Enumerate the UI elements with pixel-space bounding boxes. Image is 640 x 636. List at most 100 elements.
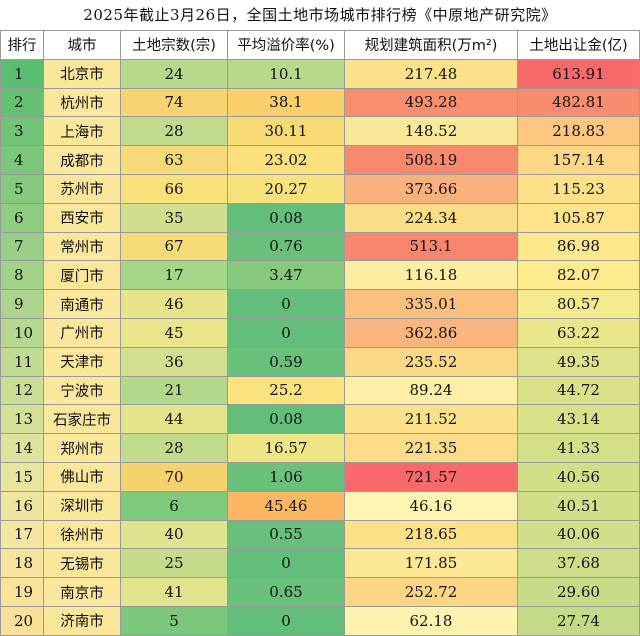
table-row: 18 无锡市 25 0 171.85 37.68 — [0, 548, 640, 579]
planned-area-cell: 217.48 — [344, 58, 518, 89]
land-revenue-cell: 86.98 — [517, 231, 640, 262]
table-row: 5 苏州市 66 20.27 373.66 115.23 — [0, 173, 640, 204]
planned-area-cell: 508.19 — [344, 145, 518, 175]
avg-premium-cell: 25.2 — [227, 375, 345, 406]
table-row: 11 天津市 36 0.59 235.52 49.35 — [0, 346, 640, 377]
city-cell: 南京市 — [43, 577, 121, 607]
rank-cell: 12 — [0, 375, 44, 406]
land-revenue-cell: 157.14 — [517, 145, 640, 175]
table-row: 19 南京市 41 0.65 252.72 29.60 — [0, 577, 640, 607]
avg-premium-cell: 1.06 — [227, 461, 345, 492]
planned-area-cell: 89.24 — [344, 375, 518, 406]
planned-area-cell: 362.86 — [344, 317, 518, 348]
land-revenue-cell: 49.35 — [517, 346, 640, 377]
planned-area-cell: 224.34 — [344, 202, 518, 233]
city-cell: 北京市 — [43, 58, 121, 89]
planned-area-cell: 221.35 — [344, 433, 518, 463]
land-revenue-cell: 27.74 — [517, 605, 640, 636]
planned-area-cell: 493.28 — [344, 87, 518, 118]
header-land-revenue: 土地出让金(亿) — [517, 30, 640, 60]
rank-cell: 11 — [0, 346, 44, 377]
table-row: 6 西安市 35 0.08 224.34 105.87 — [0, 202, 640, 233]
rank-cell: 2 — [0, 87, 44, 118]
land-revenue-cell: 40.56 — [517, 461, 640, 492]
avg-premium-cell: 16.57 — [227, 433, 345, 463]
land-revenue-cell: 613.91 — [517, 58, 640, 89]
avg-premium-cell: 0.08 — [227, 202, 345, 233]
planned-area-cell: 218.65 — [344, 519, 518, 550]
land-revenue-cell: 218.83 — [517, 116, 640, 147]
table-title: 2025年截止3月26日，全国土地市场城市排行榜《中原地产研究院》 — [83, 6, 557, 24]
table-row: 13 石家庄市 44 0.08 211.52 43.14 — [0, 404, 640, 435]
header-land-count: 土地宗数(宗) — [120, 30, 228, 60]
planned-area-cell: 46.16 — [344, 490, 518, 521]
rank-cell: 8 — [0, 260, 44, 291]
land-revenue-cell: 29.60 — [517, 577, 640, 607]
avg-premium-cell: 3.47 — [227, 260, 345, 291]
planned-area-cell: 252.72 — [344, 577, 518, 607]
city-cell: 成都市 — [43, 145, 121, 175]
city-cell: 石家庄市 — [43, 404, 121, 435]
table-body: 1 北京市 24 10.1 217.48 613.91 2 杭州市 74 38.1 493.28 48… — [0, 58, 640, 636]
city-cell: 厦门市 — [43, 260, 121, 291]
table-row: 4 成都市 63 23.02 508.19 157.14 — [0, 145, 640, 175]
land-count-cell: 44 — [120, 404, 228, 435]
table-row: 8 厦门市 17 3.47 116.18 82.07 — [0, 260, 640, 291]
land-revenue-cell: 115.23 — [517, 173, 640, 204]
land-revenue-cell: 44.72 — [517, 375, 640, 406]
city-cell: 苏州市 — [43, 173, 121, 204]
rank-cell: 1 — [0, 58, 44, 89]
table-row: 1 北京市 24 10.1 217.48 613.91 — [0, 58, 640, 89]
table-row: 10 广州市 45 0 362.86 63.22 — [0, 317, 640, 348]
land-count-cell: 70 — [120, 461, 228, 492]
land-count-cell: 40 — [120, 519, 228, 550]
land-revenue-cell: 41.33 — [517, 433, 640, 463]
city-cell: 南通市 — [43, 289, 121, 319]
land-revenue-cell: 82.07 — [517, 260, 640, 291]
header-rank: 排行 — [0, 30, 44, 60]
rank-cell: 10 — [0, 317, 44, 348]
planned-area-cell: 116.18 — [344, 260, 518, 291]
avg-premium-cell: 0.59 — [227, 346, 345, 377]
land-count-cell: 28 — [120, 116, 228, 147]
land-revenue-cell: 105.87 — [517, 202, 640, 233]
city-cell: 常州市 — [43, 231, 121, 262]
rank-cell: 3 — [0, 116, 44, 147]
table-row: 20 济南市 5 0 62.18 27.74 — [0, 605, 640, 636]
land-revenue-cell: 482.81 — [517, 87, 640, 118]
rank-cell: 13 — [0, 404, 44, 435]
rank-cell: 6 — [0, 202, 44, 233]
land-count-cell: 6 — [120, 490, 228, 521]
rank-cell: 9 — [0, 289, 44, 319]
land-revenue-cell: 37.68 — [517, 548, 640, 579]
table-row: 15 佛山市 70 1.06 721.57 40.56 — [0, 461, 640, 492]
avg-premium-cell: 10.1 — [227, 58, 345, 89]
avg-premium-cell: 30.11 — [227, 116, 345, 147]
planned-area-cell: 211.52 — [344, 404, 518, 435]
avg-premium-cell: 20.27 — [227, 173, 345, 204]
avg-premium-cell: 45.46 — [227, 490, 345, 521]
header-row: 排行 城市 土地宗数(宗) 平均溢价率(%) 规划建筑面积(万m²) 土地出让金… — [0, 30, 640, 60]
city-cell: 广州市 — [43, 317, 121, 348]
rank-cell: 16 — [0, 490, 44, 521]
rank-cell: 7 — [0, 231, 44, 262]
table-row: 17 徐州市 40 0.55 218.65 40.06 — [0, 519, 640, 550]
city-cell: 郑州市 — [43, 433, 121, 463]
rank-cell: 20 — [0, 605, 44, 636]
table-row: 12 宁波市 21 25.2 89.24 44.72 — [0, 375, 640, 406]
land-revenue-cell: 40.51 — [517, 490, 640, 521]
land-revenue-cell: 40.06 — [517, 519, 640, 550]
city-cell: 宁波市 — [43, 375, 121, 406]
city-cell: 无锡市 — [43, 548, 121, 579]
city-cell: 济南市 — [43, 605, 121, 636]
table-row: 14 郑州市 28 16.57 221.35 41.33 — [0, 433, 640, 463]
rank-cell: 4 — [0, 145, 44, 175]
planned-area-cell: 62.18 — [344, 605, 518, 636]
planned-area-cell: 148.52 — [344, 116, 518, 147]
city-cell: 深圳市 — [43, 490, 121, 521]
avg-premium-cell: 0 — [227, 605, 345, 636]
land-count-cell: 21 — [120, 375, 228, 406]
avg-premium-cell: 0.76 — [227, 231, 345, 262]
land-count-cell: 17 — [120, 260, 228, 291]
land-count-cell: 35 — [120, 202, 228, 233]
